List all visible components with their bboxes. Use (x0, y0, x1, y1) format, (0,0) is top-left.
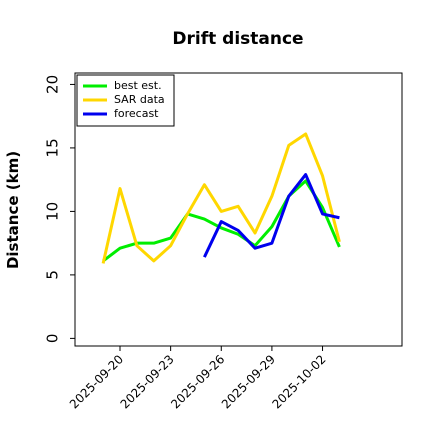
y-tick-label: 10 (44, 202, 62, 221)
line (203, 173, 340, 258)
plot-frame (74, 72, 403, 347)
y-tick-label: 5 (44, 270, 62, 280)
y-tick-label: 15 (44, 138, 62, 157)
chart-title: Drift distance (172, 29, 303, 49)
line (101, 132, 341, 264)
legend-label: forecast (114, 107, 159, 120)
x-tick-label: 2025-10-02 (269, 352, 328, 411)
y-tick-label: 20 (44, 75, 62, 94)
y-tick-label: 0 (44, 334, 62, 344)
y-axis-label: Distance (km) (4, 151, 22, 269)
legend-label: best est. (114, 79, 162, 92)
line (102, 179, 341, 263)
legend-label: SAR data (114, 93, 165, 106)
